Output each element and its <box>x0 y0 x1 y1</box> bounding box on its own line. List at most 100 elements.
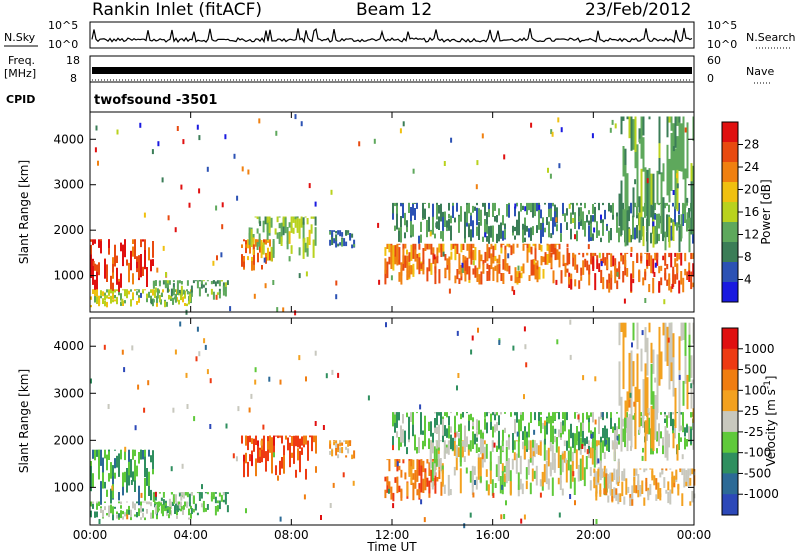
echo-streak <box>176 289 179 295</box>
echo-streak <box>624 200 627 247</box>
echo-streak <box>392 262 395 271</box>
echo-streak <box>440 203 442 222</box>
echo-streak <box>608 437 610 452</box>
echo-speck <box>329 503 332 508</box>
echo-streak <box>243 239 245 242</box>
echo-streak <box>636 206 638 216</box>
echo-streak <box>666 202 668 206</box>
echo-streak <box>455 444 458 458</box>
colorbar-swatch <box>722 182 738 203</box>
echo-speck <box>201 484 203 490</box>
echo-streak <box>620 252 623 262</box>
echo-streak <box>174 494 177 503</box>
echo-streak <box>118 517 120 520</box>
echo-streak <box>538 419 540 427</box>
echo-streak <box>598 202 600 211</box>
echo-streak <box>537 445 540 455</box>
echo-streak <box>574 433 576 444</box>
echo-streak <box>656 412 658 420</box>
echo-streak <box>424 202 426 204</box>
echo-streak <box>94 289 96 297</box>
echo-streak <box>104 501 106 503</box>
echo-streak <box>287 437 289 446</box>
echo-streak <box>180 294 182 301</box>
echo-streak <box>134 239 136 259</box>
echo-speck <box>247 169 250 175</box>
echo-streak <box>686 439 688 447</box>
echo-speck <box>476 160 479 166</box>
nave-tick-low: 0 <box>707 72 714 85</box>
echo-streak <box>396 202 398 206</box>
echo-streak <box>92 502 94 509</box>
echo-streak <box>96 503 98 510</box>
echo-streak <box>142 266 144 276</box>
echo-streak <box>538 215 540 230</box>
echo-speck <box>126 514 129 520</box>
echo-streak <box>386 261 389 279</box>
colorbar-swatch <box>722 411 738 433</box>
echo-speck <box>500 514 503 520</box>
echo-streak <box>341 442 344 446</box>
echo-streak <box>580 202 582 206</box>
echo-streak <box>582 412 584 423</box>
echo-streak <box>548 221 550 238</box>
echo-streak <box>458 253 461 270</box>
echo-speck <box>505 500 507 506</box>
echo-streak <box>176 297 178 302</box>
echo-streak <box>668 204 670 213</box>
echo-streak <box>142 290 144 294</box>
echo-streak <box>200 503 203 508</box>
echo-streak <box>132 501 134 509</box>
echo-streak <box>576 412 578 414</box>
echo-streak <box>670 225 672 241</box>
echo-streak <box>384 269 387 285</box>
echo-streak <box>152 510 154 514</box>
echo-speck <box>140 292 142 298</box>
echo-streak <box>388 256 391 265</box>
echo-streak <box>560 421 562 440</box>
echo-streak <box>294 216 297 220</box>
echo-streak <box>612 211 614 220</box>
echo-streak <box>168 498 171 509</box>
echo-streak <box>476 419 478 431</box>
echo-streak <box>154 505 157 515</box>
echo-streak <box>287 445 289 451</box>
echo-streak <box>690 181 693 235</box>
echo-streak <box>266 222 269 240</box>
echo-streak <box>154 289 156 297</box>
echo-streak <box>452 202 454 218</box>
colorbar-tick-label: -25 <box>744 425 764 439</box>
echo-streak <box>410 459 413 471</box>
echo-streak <box>642 206 644 212</box>
echo-streak <box>148 471 150 491</box>
echo-streak <box>100 239 102 254</box>
echo-streak <box>188 293 191 302</box>
echo-streak <box>660 265 663 271</box>
echo-streak <box>502 273 505 284</box>
echo-streak <box>522 205 524 210</box>
echo-streak <box>476 226 478 236</box>
echo-streak <box>276 232 279 239</box>
echo-streak <box>428 462 431 476</box>
echo-streak <box>597 440 600 446</box>
colorbar-swatch <box>722 142 738 163</box>
echo-speck <box>586 449 589 455</box>
echo-streak <box>624 400 627 418</box>
echo-speck <box>331 369 334 375</box>
echo-speck <box>614 123 617 129</box>
echo-streak <box>386 476 389 486</box>
echo-streak <box>130 299 132 304</box>
echo-speck <box>233 153 236 159</box>
echo-streak <box>158 281 161 287</box>
echo-streak <box>265 252 267 258</box>
echo-streak <box>602 440 604 453</box>
echo-streak <box>492 245 495 258</box>
echo-streak <box>249 247 251 254</box>
echo-streak <box>96 501 98 504</box>
echo-streak <box>573 477 576 495</box>
echo-streak <box>300 216 303 228</box>
echo-speck <box>423 517 426 523</box>
echo-speck <box>250 393 253 399</box>
echo-streak <box>293 435 295 453</box>
echo-streak <box>394 412 396 416</box>
